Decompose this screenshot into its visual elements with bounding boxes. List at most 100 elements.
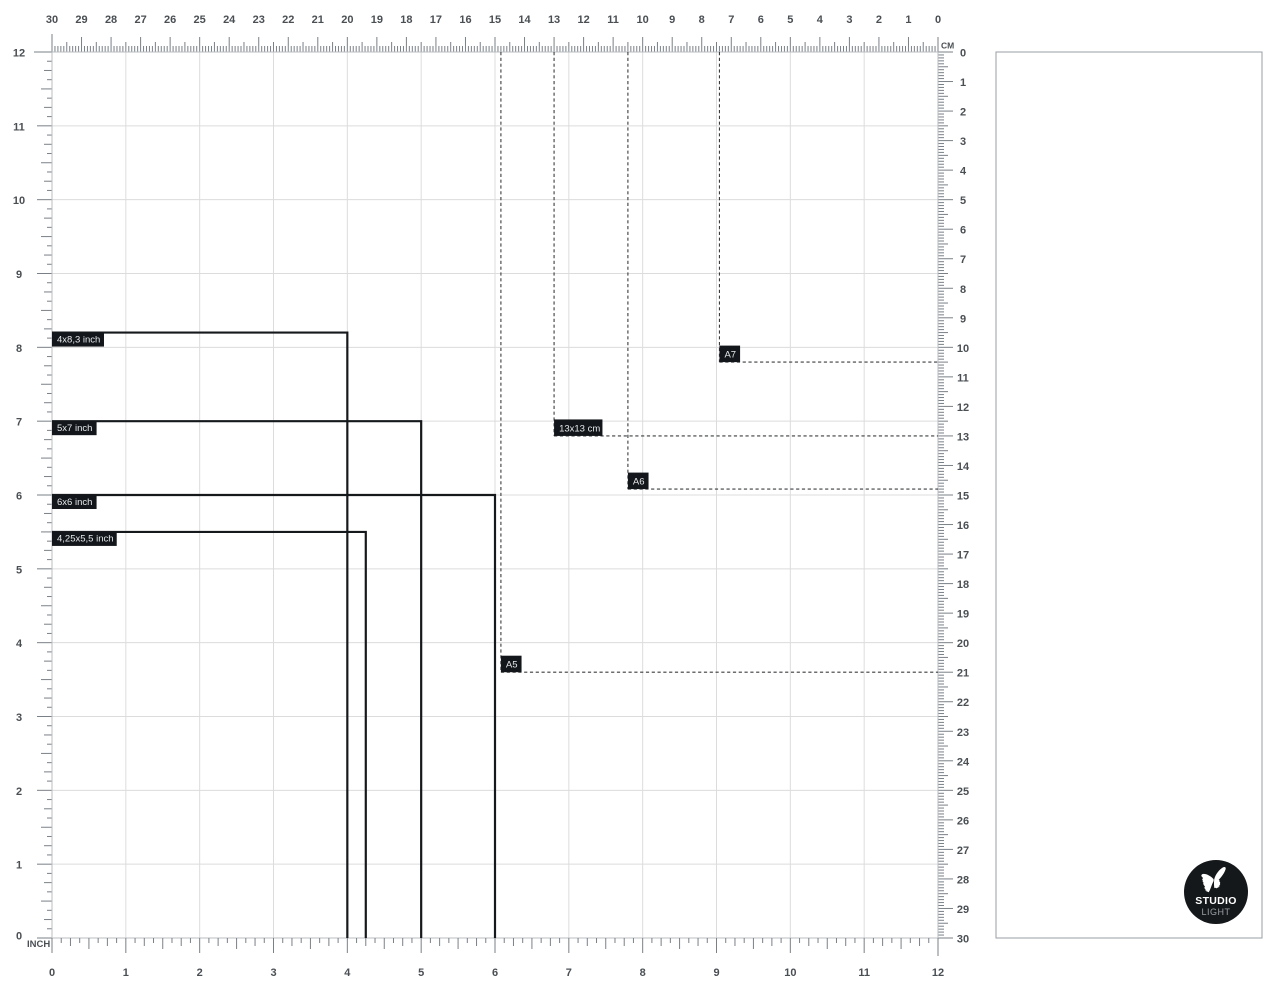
svg-text:23: 23 <box>957 727 969 739</box>
svg-text:7: 7 <box>728 14 734 26</box>
svg-text:A7: A7 <box>724 350 736 361</box>
svg-text:14: 14 <box>957 461 970 473</box>
svg-text:LIGHT: LIGHT <box>1201 907 1230 917</box>
svg-text:5: 5 <box>418 967 424 979</box>
svg-text:26: 26 <box>957 815 969 827</box>
svg-text:16: 16 <box>459 14 471 26</box>
svg-text:5: 5 <box>787 14 793 26</box>
svg-text:25: 25 <box>957 786 969 798</box>
svg-text:30: 30 <box>957 934 969 946</box>
svg-text:10: 10 <box>784 967 796 979</box>
svg-text:20: 20 <box>341 14 353 26</box>
svg-text:27: 27 <box>957 845 969 857</box>
svg-text:A5: A5 <box>506 660 518 671</box>
svg-text:18: 18 <box>400 14 412 26</box>
svg-text:24: 24 <box>223 14 236 26</box>
svg-text:4,25x5,5 inch: 4,25x5,5 inch <box>57 534 114 545</box>
svg-text:7: 7 <box>566 967 572 979</box>
svg-text:17: 17 <box>957 550 969 562</box>
svg-text:9: 9 <box>713 967 719 979</box>
svg-text:3: 3 <box>960 136 966 148</box>
svg-text:9: 9 <box>16 269 22 281</box>
svg-text:10: 10 <box>13 195 25 207</box>
svg-text:30: 30 <box>46 14 58 26</box>
svg-text:12: 12 <box>577 14 589 26</box>
svg-text:8: 8 <box>699 14 705 26</box>
svg-text:11: 11 <box>858 967 870 979</box>
svg-text:11: 11 <box>607 14 619 26</box>
svg-text:4: 4 <box>817 14 824 26</box>
svg-text:5x7 inch: 5x7 inch <box>57 423 92 434</box>
svg-text:7: 7 <box>960 254 966 266</box>
svg-text:27: 27 <box>134 14 146 26</box>
svg-text:5: 5 <box>16 564 22 576</box>
svg-text:25: 25 <box>194 14 206 26</box>
svg-text:12: 12 <box>957 402 969 414</box>
svg-text:8: 8 <box>960 284 966 296</box>
svg-text:22: 22 <box>282 14 294 26</box>
svg-text:0: 0 <box>960 48 966 60</box>
svg-text:26: 26 <box>164 14 176 26</box>
svg-text:8: 8 <box>640 967 646 979</box>
svg-text:9: 9 <box>960 313 966 325</box>
svg-text:10: 10 <box>637 14 649 26</box>
svg-text:0: 0 <box>16 931 22 943</box>
svg-text:1: 1 <box>16 860 22 872</box>
svg-text:4x8,3 inch: 4x8,3 inch <box>57 334 100 345</box>
svg-text:11: 11 <box>957 372 969 384</box>
svg-text:16: 16 <box>957 520 969 532</box>
svg-text:8: 8 <box>16 343 22 355</box>
svg-text:13x13 cm: 13x13 cm <box>559 423 600 434</box>
svg-text:6: 6 <box>16 491 22 503</box>
svg-text:28: 28 <box>957 874 969 886</box>
svg-text:13: 13 <box>548 14 560 26</box>
svg-text:3: 3 <box>846 14 852 26</box>
svg-text:CM: CM <box>941 41 954 51</box>
svg-text:6: 6 <box>758 14 764 26</box>
svg-text:12: 12 <box>932 967 944 979</box>
svg-text:STUDIO: STUDIO <box>1195 895 1236 907</box>
svg-text:6: 6 <box>492 967 498 979</box>
svg-text:17: 17 <box>430 14 442 26</box>
svg-text:3: 3 <box>270 967 276 979</box>
svg-text:18: 18 <box>957 579 969 591</box>
svg-text:22: 22 <box>957 697 969 709</box>
svg-text:9: 9 <box>669 14 675 26</box>
svg-text:A6: A6 <box>633 476 645 487</box>
svg-text:4: 4 <box>344 967 351 979</box>
svg-text:19: 19 <box>957 609 969 621</box>
svg-text:2: 2 <box>16 786 22 798</box>
svg-text:11: 11 <box>13 121 25 133</box>
svg-text:21: 21 <box>312 14 324 26</box>
svg-text:INCH: INCH <box>27 939 50 950</box>
svg-text:15: 15 <box>489 14 501 26</box>
svg-text:21: 21 <box>957 668 969 680</box>
svg-text:6: 6 <box>960 225 966 237</box>
svg-text:24: 24 <box>957 756 970 768</box>
svg-text:0: 0 <box>935 14 941 26</box>
svg-text:20: 20 <box>957 638 969 650</box>
svg-text:2: 2 <box>197 967 203 979</box>
svg-text:5: 5 <box>960 195 966 207</box>
svg-text:1: 1 <box>905 14 911 26</box>
svg-text:13: 13 <box>957 431 969 443</box>
svg-text:29: 29 <box>957 904 969 916</box>
svg-text:7: 7 <box>16 417 22 429</box>
svg-text:0: 0 <box>49 967 55 979</box>
svg-text:4: 4 <box>960 166 967 178</box>
svg-text:4: 4 <box>16 638 23 650</box>
svg-text:1: 1 <box>960 77 966 89</box>
svg-text:15: 15 <box>957 491 969 503</box>
svg-text:14: 14 <box>518 14 531 26</box>
svg-text:3: 3 <box>16 712 22 724</box>
svg-text:28: 28 <box>105 14 117 26</box>
svg-text:6x6 inch: 6x6 inch <box>57 497 92 508</box>
svg-text:2: 2 <box>876 14 882 26</box>
svg-text:10: 10 <box>957 343 969 355</box>
svg-text:1: 1 <box>123 967 129 979</box>
svg-text:29: 29 <box>75 14 87 26</box>
svg-text:12: 12 <box>13 48 25 60</box>
svg-text:2: 2 <box>960 107 966 119</box>
svg-text:23: 23 <box>253 14 265 26</box>
svg-text:19: 19 <box>371 14 383 26</box>
